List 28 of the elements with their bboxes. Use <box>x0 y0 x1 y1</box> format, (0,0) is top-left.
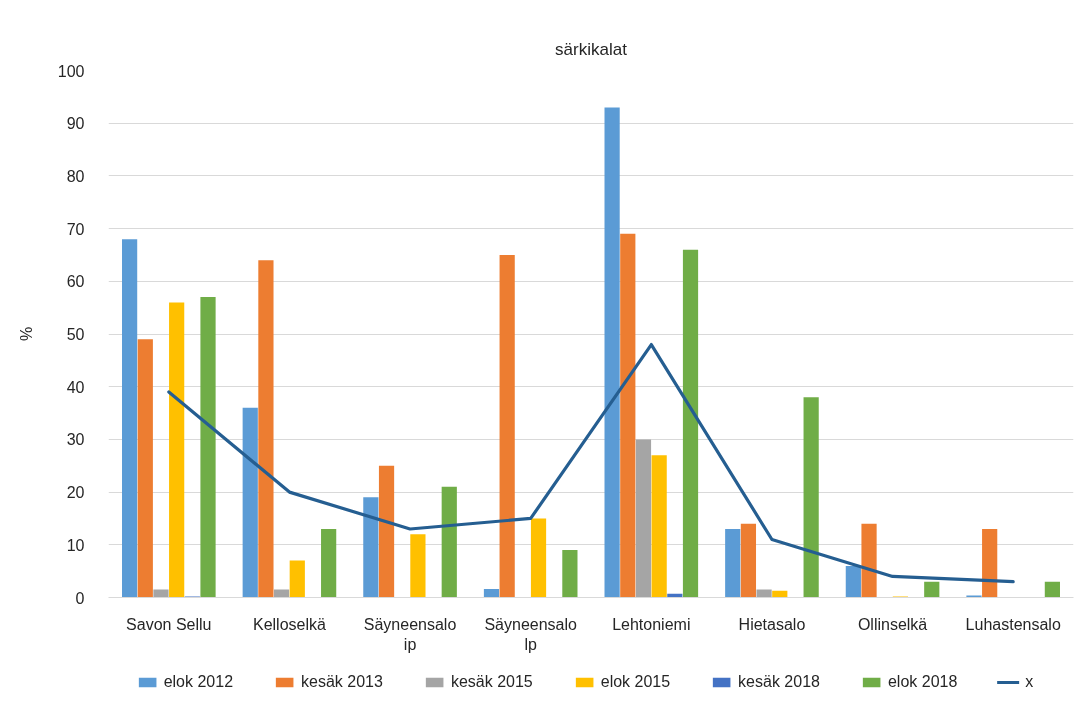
legend-label: kesäk 2015 <box>450 673 533 691</box>
y-tick-label: 40 <box>66 378 85 396</box>
legend-label: elok 2012 <box>163 673 234 691</box>
x-tick-label: Ollinselkä <box>857 615 928 633</box>
y-tick-label: 30 <box>66 431 85 449</box>
x-tick-label: Luhastensalo <box>965 615 1061 633</box>
y-tick-label: 10 <box>66 536 85 554</box>
legend-label: kesäk 2013 <box>301 673 383 691</box>
x-tick-label: Lehtoniemi <box>612 615 691 633</box>
x-tick-label: Kelloselkä <box>252 615 326 633</box>
y-tick-label: 50 <box>66 326 85 343</box>
chart-title: särkikalat <box>555 39 628 59</box>
x-tick-label: Säyneensalo ip <box>363 615 457 653</box>
y-tick-label: 0 <box>75 589 85 607</box>
y-tick-label: 60 <box>66 273 85 291</box>
y-tick-label: 90 <box>66 115 85 133</box>
y-tick-label: 20 <box>66 484 85 502</box>
y-tick-label: 70 <box>66 220 85 238</box>
legend-label: elok 2018 <box>887 673 958 691</box>
legend-label: kesäk 2018 <box>738 673 820 691</box>
x-tick-label: Savon Sellu <box>126 615 212 633</box>
y-tick-label: 100 <box>57 62 85 80</box>
legend-label: x <box>1025 673 1035 691</box>
y-tick-label: 80 <box>66 167 85 185</box>
legend-label: elok 2015 <box>600 673 671 691</box>
y-axis-title: % <box>17 326 35 342</box>
x-tick-label: Säyneensalo lp <box>484 615 578 653</box>
x-tick-label: Hietasalo <box>738 615 806 633</box>
